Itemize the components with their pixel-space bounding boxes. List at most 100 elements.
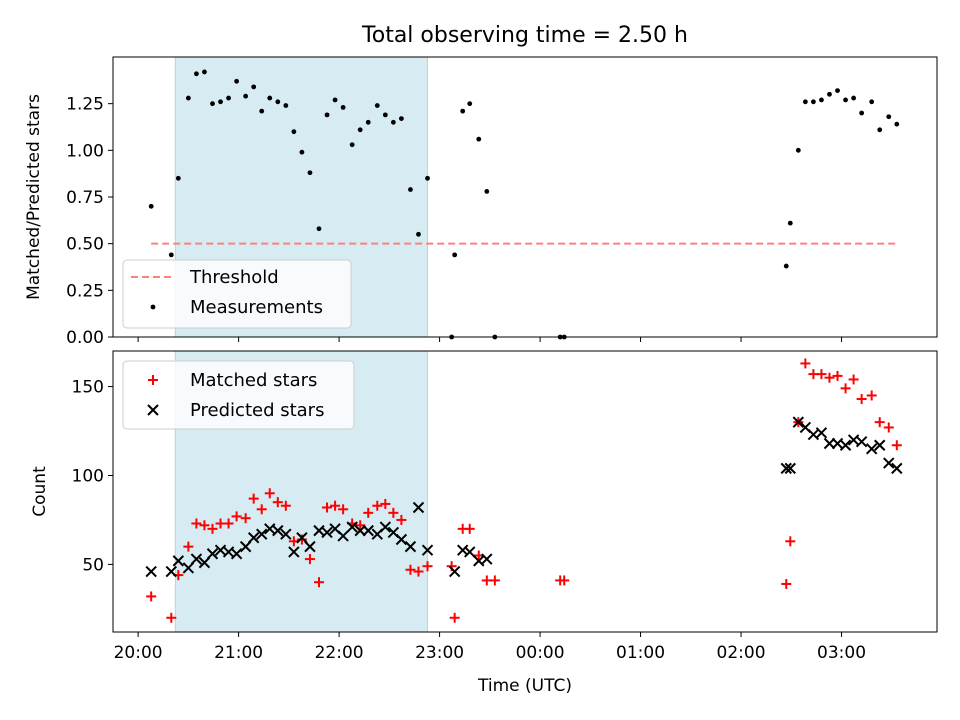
bottom-x-ticks: 20:00 21:00 22:00 23:00 00:00 01:00 02:00 03:00 <box>114 632 866 663</box>
predicted-star-mark-b <box>839 439 852 451</box>
measurement-point <box>877 127 883 133</box>
measurement-point <box>234 78 240 84</box>
measurement-point <box>416 231 421 237</box>
measurement-point <box>787 220 793 226</box>
predicted-star-point <box>256 528 268 540</box>
measurement-point <box>275 99 281 105</box>
predicted-star-point <box>792 416 805 428</box>
predicted-star-point <box>296 532 308 544</box>
predicted-star-mark-b <box>421 544 434 556</box>
predicted-star-point <box>855 435 868 448</box>
x-tick-label: 21:00 <box>214 643 263 663</box>
measurement-point <box>835 88 840 93</box>
measurement-point <box>460 108 466 114</box>
measurement-point <box>843 97 848 103</box>
predicted-star-mark-b <box>182 562 195 574</box>
matched-star-point <box>207 523 218 534</box>
predicted-star-mark-b <box>807 428 820 441</box>
predicted-star-mark-b <box>329 523 341 535</box>
predicted-star-mark-b <box>206 548 219 560</box>
predicted-star-point <box>288 546 300 558</box>
predicted-star-mark-b <box>304 540 316 553</box>
predicted-star-mark-b <box>321 526 333 539</box>
measurement-point <box>886 114 892 120</box>
measurement-point <box>894 121 900 127</box>
predicted-star-point <box>145 565 157 578</box>
predicted-star-mark-b <box>247 532 260 544</box>
predicted-star-point <box>304 540 316 553</box>
predicted-star-mark-b <box>346 521 358 533</box>
predicted-star-point <box>247 532 260 544</box>
bottom-y-tick-label: 50 <box>82 555 104 575</box>
predicted-star-mark-b <box>792 416 805 428</box>
predicted-star-mark-b <box>395 533 408 546</box>
measurement-point <box>374 103 380 108</box>
predicted-star-mark-b <box>412 501 425 514</box>
top-y-tick-label: 0.75 <box>66 188 104 208</box>
matched-star-point <box>405 564 416 575</box>
predicted-star-point <box>379 521 392 533</box>
predicted-star-point <box>362 524 374 537</box>
predicted-star-point <box>404 540 417 553</box>
predicted-star-point <box>464 546 476 558</box>
predicted-star-mark-b <box>172 555 185 567</box>
predicted-star-mark-b <box>230 548 243 560</box>
predicted-star-point <box>421 544 434 556</box>
predicted-star-mark-b <box>404 540 417 553</box>
x-tick-label: 01:00 <box>616 643 665 663</box>
counts-layer <box>145 358 903 623</box>
predicted-star-mark-b <box>296 532 308 544</box>
predicted-star-point <box>865 443 878 455</box>
top-y-tick-label: 0.00 <box>66 328 104 348</box>
measurement-point <box>795 147 801 153</box>
measurement-point <box>267 95 273 101</box>
predicted-star-point <box>239 540 252 553</box>
matched-star-point <box>314 577 324 588</box>
predicted-star-mark-b <box>865 443 878 455</box>
measurement-point <box>365 119 371 125</box>
legend-predicted-swatch <box>147 404 159 416</box>
predicted-star-mark-b <box>288 546 300 558</box>
bottom-y-tick-label: 100 <box>72 466 104 486</box>
predicted-star-point <box>784 462 796 475</box>
matched-star-point <box>816 369 827 380</box>
measurement-point <box>811 99 816 105</box>
matched-star-point <box>256 504 267 515</box>
predicted-star-mark-b <box>448 565 461 578</box>
predicted-star-point <box>839 439 852 451</box>
legend-measurements-label: Measurements <box>190 297 323 318</box>
matched-star-point <box>264 488 275 499</box>
matched-star-point <box>464 523 475 534</box>
predicted-star-point <box>190 553 203 565</box>
measurement-point <box>399 116 404 121</box>
bottom-y-axis-label: Count <box>30 466 50 517</box>
matched-star-point <box>866 390 877 401</box>
predicted-star-mark-b <box>280 528 292 540</box>
measurement-point <box>226 95 231 101</box>
measurement-point <box>210 101 215 107</box>
matched-star-point <box>449 612 460 623</box>
measurement-point <box>175 175 181 181</box>
measurement-point <box>476 136 482 142</box>
predicted-star-mark-b <box>147 404 159 416</box>
predicted-star-mark-b <box>190 553 203 565</box>
top-y-ticks: 0.00 0.25 0.50 0.75 1.00 1.25 <box>66 95 113 348</box>
matched-star-point <box>396 514 407 525</box>
measurement-point <box>484 189 490 194</box>
matched-star-point <box>338 504 349 515</box>
predicted-star-mark-b <box>165 565 177 578</box>
matched-star-point <box>296 534 307 545</box>
predicted-star-point <box>346 521 358 533</box>
measurement-point <box>467 101 473 107</box>
measurement-point <box>819 97 824 103</box>
predicted-star-point <box>182 562 195 574</box>
measurement-point <box>324 112 330 118</box>
x-tick-label: 23:00 <box>415 643 464 663</box>
predicted-star-mark-b <box>256 528 268 540</box>
predicted-star-mark-b <box>780 462 792 475</box>
predicted-star-point <box>412 501 425 514</box>
legend-matched-label: Matched stars <box>190 370 317 391</box>
measurement-point <box>851 95 856 101</box>
predicted-star-mark-b <box>362 524 374 537</box>
top-y-tick-label: 0.50 <box>66 235 104 255</box>
